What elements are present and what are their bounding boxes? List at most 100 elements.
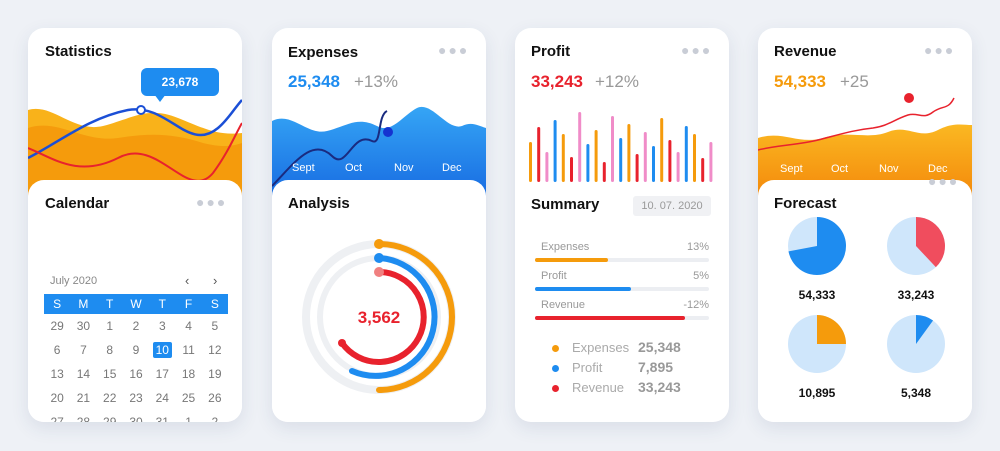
- summary-progress: [535, 287, 709, 291]
- calendar-day[interactable]: 5: [211, 319, 219, 333]
- summary-date[interactable]: 10. 07. 2020: [633, 196, 711, 216]
- calendar-day[interactable]: 23: [129, 391, 143, 405]
- month-label: Dec: [442, 162, 462, 174]
- forecast-pies: [788, 217, 945, 373]
- calendar-day[interactable]: 9: [132, 343, 140, 357]
- summary-title: Summary: [531, 196, 600, 213]
- calendar-day[interactable]: 8: [106, 343, 114, 357]
- summary-row-pct: 5%: [693, 270, 709, 282]
- calendar-day[interactable]: 24: [155, 391, 169, 405]
- calendar-day[interactable]: 26: [208, 391, 222, 405]
- profit-bar-chart: [529, 112, 713, 182]
- calendar-day[interactable]: 12: [208, 343, 222, 357]
- profit-bar: [594, 130, 598, 182]
- profit-delta: +12%: [595, 72, 639, 91]
- calendar-day[interactable]: 13: [50, 367, 64, 381]
- legend-label: Profit: [572, 360, 603, 375]
- calendar-day[interactable]: 20: [50, 391, 64, 405]
- month-label: Sept: [780, 163, 803, 175]
- month-label: Oct: [831, 163, 849, 175]
- month-label: Sept: [292, 162, 315, 174]
- weekday-label: T: [96, 294, 123, 314]
- expenses-title: Expenses: [288, 44, 359, 61]
- calendar-day[interactable]: 21: [76, 391, 91, 405]
- statistics-point[interactable]: [136, 105, 146, 115]
- calendar-day[interactable]: 18: [181, 367, 196, 381]
- calendar-day[interactable]: 10: [149, 338, 175, 362]
- calendar-day[interactable]: 27: [50, 415, 64, 422]
- calendar-day[interactable]: 28: [76, 415, 91, 422]
- legend-label: Revenue: [572, 380, 625, 395]
- calendar-day[interactable]: 6: [53, 343, 61, 357]
- weekday-label: F: [175, 294, 202, 314]
- profit-bar: [578, 112, 582, 182]
- calendar-day[interactable]: 3: [158, 319, 166, 333]
- chevron-right-icon[interactable]: ›: [213, 273, 218, 288]
- calendar-day[interactable]: 11: [182, 343, 195, 357]
- profit-bar: [553, 120, 557, 182]
- revenue-point[interactable]: [904, 93, 914, 103]
- calendar-day[interactable]: 29: [103, 415, 117, 422]
- profit-bar: [643, 132, 647, 182]
- calendar-day[interactable]: 1: [106, 319, 114, 333]
- forecast-value: 10,895: [798, 386, 836, 400]
- profit-bar: [586, 144, 590, 182]
- calendar-day[interactable]: 22: [103, 391, 117, 405]
- calendar-day[interactable]: 16: [129, 367, 143, 381]
- more-dots-icon[interactable]: ●●●: [681, 42, 713, 58]
- profit-value: 33,243: [531, 72, 583, 91]
- month-label: Oct: [345, 162, 363, 174]
- profit-bar: [627, 124, 631, 182]
- summary-progress: [535, 316, 709, 320]
- weekday-label: T: [149, 294, 176, 314]
- calendar-day[interactable]: 31: [155, 415, 169, 422]
- statistics-badge: 23,678: [141, 68, 219, 96]
- expenses-point[interactable]: [383, 127, 393, 137]
- chevron-left-icon[interactable]: ‹: [185, 273, 190, 288]
- weekday-label: W: [122, 294, 150, 314]
- profit-bar: [668, 140, 672, 182]
- forecast-value: 33,243: [897, 288, 935, 302]
- forecast-pie-slice: [788, 217, 846, 275]
- calendar-day[interactable]: 30: [129, 415, 143, 422]
- revenue-delta: +25: [840, 72, 869, 91]
- profit-bar: [676, 152, 680, 182]
- expenses-delta: +13%: [354, 72, 398, 91]
- badge-tail: [154, 94, 166, 102]
- calendar-grid: S M T W T F S 29 30 1 2 3 4 5 6 7 8 9 10 11 12 13 14 15 16 17 18 19…: [44, 294, 228, 422]
- legend-value: 25,348: [638, 339, 681, 355]
- calendar-day[interactable]: 2: [211, 415, 219, 422]
- more-dots-icon[interactable]: ●●●: [438, 42, 470, 58]
- forecast-pie-slice: [817, 315, 846, 344]
- calendar-day[interactable]: 15: [103, 367, 117, 381]
- summary-row-label: Revenue: [541, 299, 586, 311]
- calendar-day[interactable]: 7: [80, 343, 87, 357]
- legend-dot: [552, 385, 559, 392]
- calendar-day[interactable]: 14: [76, 367, 91, 381]
- analysis-title: Analysis: [288, 195, 350, 212]
- calendar-day[interactable]: 17: [155, 367, 169, 381]
- calendar-day[interactable]: 19: [208, 367, 222, 381]
- more-dots-icon[interactable]: ●●●: [196, 194, 228, 210]
- profit-bar: [602, 162, 606, 182]
- calendar-day[interactable]: 4: [185, 319, 192, 333]
- statistics-card: Statistics 23,678 Calendar ●●● July 2020…: [28, 28, 242, 422]
- expenses-value: 25,348: [288, 72, 340, 91]
- calendar-day[interactable]: 30: [76, 319, 91, 333]
- profit-bar: [561, 134, 565, 182]
- profit-bar: [660, 118, 664, 182]
- profit-bar: [611, 116, 614, 182]
- calendar-day[interactable]: 29: [50, 319, 64, 333]
- calendar-day[interactable]: 1: [185, 415, 192, 422]
- weekday-label: S: [201, 294, 228, 314]
- analysis-value: 3,562: [357, 308, 401, 327]
- calendar-day[interactable]: 2: [132, 319, 140, 333]
- profit-title: Profit: [531, 43, 571, 60]
- calendar-day[interactable]: 25: [181, 391, 196, 405]
- forecast-value: 54,333: [798, 288, 836, 302]
- more-dots-icon[interactable]: ●●●: [924, 42, 956, 58]
- revenue-title: Revenue: [774, 43, 837, 60]
- profit-bar: [701, 158, 705, 182]
- more-dots-icon[interactable]: ●●●: [928, 173, 960, 189]
- expenses-card: Expenses ●●● 25,348 +13% Sept Oct Nov De…: [272, 28, 486, 422]
